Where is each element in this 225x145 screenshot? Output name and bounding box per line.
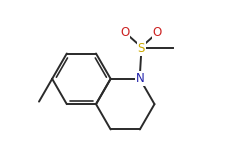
- Text: O: O: [152, 26, 161, 39]
- Text: N: N: [135, 72, 144, 85]
- Text: O: O: [120, 26, 129, 39]
- Text: S: S: [137, 42, 144, 55]
